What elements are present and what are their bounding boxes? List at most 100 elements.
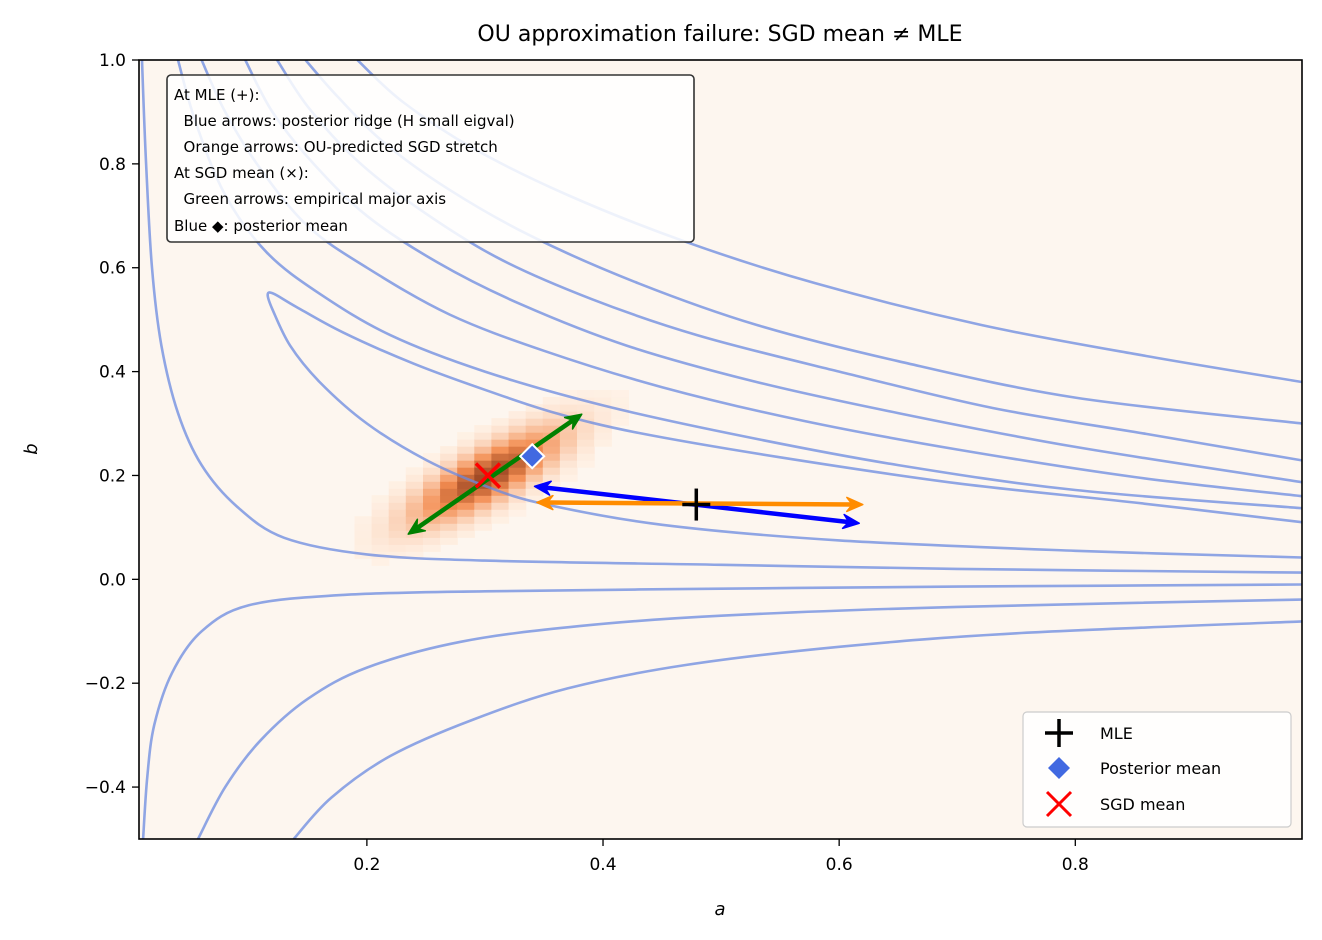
heatmap-cell (508, 460, 527, 468)
heatmap-cell (577, 439, 595, 447)
heatmap-cell (388, 516, 407, 524)
heatmap-cell (508, 446, 527, 454)
y-tick-label: −0.2 (85, 674, 126, 694)
y-tick: 0.2 (99, 466, 139, 486)
y-axis: −0.4 −0.2 0.0 0.2 0.4 0.6 0.8 1.0 (85, 51, 139, 798)
heatmap-cell (474, 432, 492, 440)
legend: MLE Posterior mean SGD mean (1022, 711, 1292, 828)
y-tick: 0.0 (99, 570, 139, 590)
heatmap-cell (457, 432, 475, 440)
heatmap-cell (508, 418, 527, 426)
heatmap-cell (388, 537, 407, 545)
diamond-icon (1048, 757, 1070, 779)
arrowhead-icon (407, 518, 427, 535)
arrowhead-icon (563, 413, 583, 430)
heatmap-cell (525, 488, 544, 496)
heatmap-cell (542, 467, 561, 475)
heatmap-cell (594, 397, 612, 405)
heatmap-cell (457, 460, 475, 468)
heatmap-cell (577, 446, 595, 454)
heatmap-cell (525, 432, 544, 440)
green-arrows (407, 413, 583, 535)
posterior-mean-marker (518, 442, 546, 470)
heatmap-cell (388, 530, 407, 538)
heatmap-cell (440, 537, 458, 545)
heatmap-cell (423, 502, 441, 510)
heatmap-cell (440, 495, 458, 503)
heatmap-cell (542, 397, 561, 405)
heatmap-cell (525, 495, 544, 503)
heatmap-cell (474, 446, 492, 454)
heatmap-cell (542, 481, 561, 489)
heatmap-cell (457, 481, 475, 489)
heatmap-cell (508, 488, 527, 496)
heatmap-cell (577, 460, 595, 468)
heatmap-cell (542, 439, 561, 447)
contour-1 (140, 60, 1302, 574)
heatmap-cell (491, 481, 510, 489)
markers (474, 442, 711, 521)
heatmap-cell (457, 523, 475, 531)
heatmap-cell (423, 495, 441, 503)
heatmap-cell (474, 509, 492, 517)
heatmap-cell (371, 516, 390, 524)
annotation-frame (166, 74, 695, 243)
heatmap-cell (354, 537, 373, 545)
heatmap-cell (474, 425, 492, 433)
heatmap-cell (508, 425, 527, 433)
heatmap-cell (491, 418, 510, 426)
heatmap-cell (542, 418, 561, 426)
heatmap-cell (457, 467, 475, 475)
x-tick: 0.6 (826, 839, 853, 875)
annotation-line: Blue arrows: posterior ridge (H small ei… (174, 112, 515, 130)
heatmap-cell (388, 509, 407, 517)
x-tick-label: 0.4 (589, 855, 616, 875)
heatmap-cell (594, 432, 612, 440)
x-mark-icon (1045, 790, 1073, 818)
heatmap-cell (423, 481, 441, 489)
heatmap-cell (577, 432, 595, 440)
heatmap-cell (423, 509, 441, 517)
heatmap-cell (405, 530, 424, 538)
chart-title: OU approximation failure: SGD mean ≠ MLE (477, 22, 962, 47)
heatmap-cell (457, 453, 475, 461)
x-tick: 0.4 (589, 839, 617, 875)
heatmap-cell (474, 516, 492, 524)
heatmap-cell (577, 425, 595, 433)
legend-item-sgd-mean: SGD mean (1045, 790, 1185, 818)
heatmap-cell (440, 516, 458, 524)
heatmap-cell (508, 509, 527, 517)
heatmap-cell (491, 432, 510, 440)
heatmap-cell (611, 418, 629, 426)
heatmap-cell (542, 425, 561, 433)
heatmap-cell (525, 481, 544, 489)
y-tick: −0.2 (85, 674, 139, 694)
heatmap-cell (611, 404, 629, 412)
arrowhead-icon (841, 513, 860, 530)
heatmap-cell (371, 530, 390, 538)
heatmap-cell (423, 488, 441, 496)
y-tick: 0.6 (99, 259, 139, 279)
heatmap-cell (594, 390, 612, 398)
heatmap-cell (354, 530, 373, 538)
heatmap-cell (388, 523, 407, 531)
heatmap-cell (559, 467, 578, 475)
heatmap-cell (594, 439, 612, 447)
heatmap-cell (423, 467, 441, 475)
heatmap-cell (388, 502, 407, 510)
heatmap-cell (474, 453, 492, 461)
heatmap-cell (405, 509, 424, 517)
x-tick: 0.8 (1062, 839, 1089, 875)
heatmap-cell (457, 516, 475, 524)
y-tick: 1.0 (99, 51, 139, 71)
heatmap-cell (508, 495, 527, 503)
SGD-mean-marker (474, 462, 502, 489)
annotation-line: At MLE (+): (174, 86, 260, 104)
heatmap-cell (577, 453, 595, 461)
heatmap-cell (559, 425, 578, 433)
heatmap (354, 390, 629, 566)
y-tick-label: 0.8 (99, 155, 126, 175)
heatmap-cell (371, 544, 390, 552)
heatmap-cell (559, 432, 578, 440)
